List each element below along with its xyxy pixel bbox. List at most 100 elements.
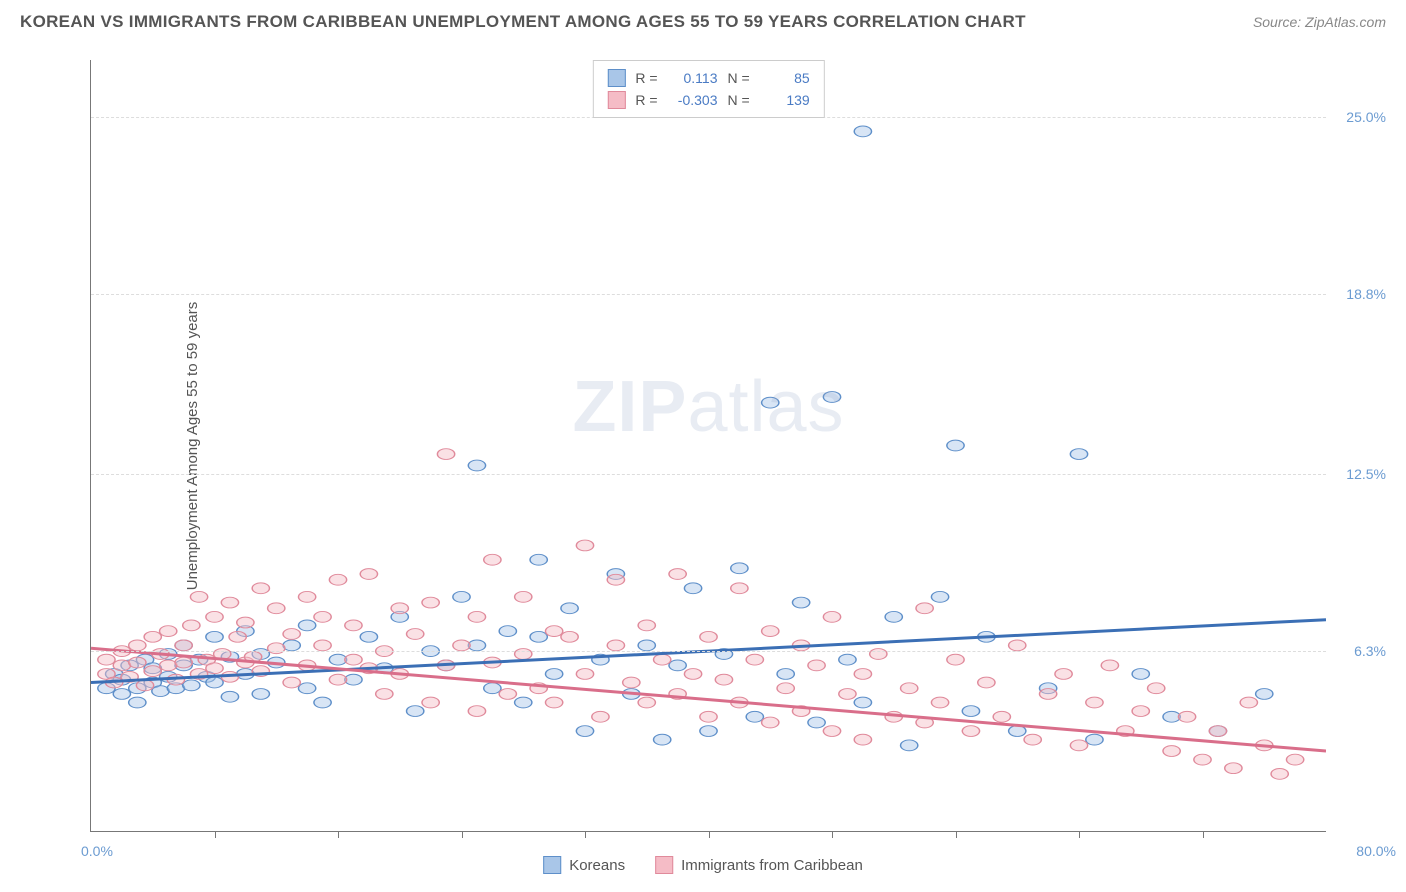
x-tick xyxy=(956,831,957,838)
data-point-caribbean xyxy=(700,711,717,722)
data-point-koreans xyxy=(1132,669,1149,680)
data-point-koreans xyxy=(746,711,763,722)
data-point-koreans xyxy=(314,697,331,708)
data-point-koreans xyxy=(576,726,593,737)
stats-row-caribbean: R =-0.303N =139 xyxy=(607,89,809,111)
data-point-caribbean xyxy=(623,677,640,688)
n-label: N = xyxy=(728,92,750,108)
data-point-caribbean xyxy=(407,629,424,640)
data-point-caribbean xyxy=(175,640,192,651)
data-point-koreans xyxy=(777,669,794,680)
data-point-koreans xyxy=(823,392,840,403)
data-point-koreans xyxy=(854,697,871,708)
legend-label: Immigrants from Caribbean xyxy=(681,857,863,874)
data-point-caribbean xyxy=(592,711,609,722)
data-point-caribbean xyxy=(283,629,300,640)
data-point-caribbean xyxy=(268,603,285,614)
data-point-caribbean xyxy=(1086,697,1103,708)
data-point-koreans xyxy=(221,691,238,702)
n-value: 139 xyxy=(760,92,810,108)
x-tick xyxy=(709,831,710,838)
data-point-koreans xyxy=(252,689,269,700)
data-point-koreans xyxy=(1086,734,1103,745)
legend-swatch xyxy=(543,856,561,874)
data-point-koreans xyxy=(206,677,223,688)
data-point-caribbean xyxy=(422,697,439,708)
chart-header: KOREAN VS IMMIGRANTS FROM CARIBBEAN UNEM… xyxy=(0,0,1406,40)
data-point-caribbean xyxy=(422,597,439,608)
x-tick xyxy=(1079,831,1080,838)
data-point-koreans xyxy=(684,583,701,594)
data-point-caribbean xyxy=(545,626,562,637)
y-tick-label: 12.5% xyxy=(1346,466,1386,482)
data-point-caribbean xyxy=(854,669,871,680)
scatter-plot: ZIPatlas R =0.113N =85R =-0.303N =139 0.… xyxy=(90,60,1326,832)
data-point-koreans xyxy=(885,611,902,622)
data-point-koreans xyxy=(499,626,516,637)
data-point-caribbean xyxy=(144,666,161,677)
data-point-caribbean xyxy=(561,631,578,642)
data-point-caribbean xyxy=(607,640,624,651)
data-point-caribbean xyxy=(839,689,856,700)
data-point-koreans xyxy=(854,126,871,137)
data-point-caribbean xyxy=(468,706,485,717)
data-point-caribbean xyxy=(113,660,130,671)
x-tick xyxy=(832,831,833,838)
data-point-koreans xyxy=(700,726,717,737)
data-point-koreans xyxy=(468,640,485,651)
data-point-koreans xyxy=(654,734,671,745)
data-point-koreans xyxy=(283,640,300,651)
data-point-koreans xyxy=(1070,449,1087,460)
legend-label: Koreans xyxy=(569,857,625,874)
data-point-caribbean xyxy=(669,569,686,580)
data-point-caribbean xyxy=(823,726,840,737)
data-point-caribbean xyxy=(1194,754,1211,765)
data-point-caribbean xyxy=(391,603,408,614)
data-point-koreans xyxy=(515,697,532,708)
x-axis-origin-label: 0.0% xyxy=(81,843,113,859)
y-tick-label: 25.0% xyxy=(1346,109,1386,125)
data-point-caribbean xyxy=(515,591,532,602)
data-point-caribbean xyxy=(1009,640,1026,651)
r-label: R = xyxy=(635,92,657,108)
data-point-caribbean xyxy=(237,617,254,628)
stats-legend: R =0.113N =85R =-0.303N =139 xyxy=(592,60,824,118)
data-point-caribbean xyxy=(314,640,331,651)
data-point-caribbean xyxy=(1024,734,1041,745)
data-point-koreans xyxy=(129,697,146,708)
r-label: R = xyxy=(635,70,657,86)
data-point-caribbean xyxy=(901,683,918,694)
data-point-koreans xyxy=(669,660,686,671)
data-point-caribbean xyxy=(252,583,269,594)
data-point-caribbean xyxy=(654,654,671,665)
data-point-koreans xyxy=(839,654,856,665)
data-point-caribbean xyxy=(221,597,238,608)
data-point-koreans xyxy=(1256,689,1273,700)
data-point-caribbean xyxy=(453,640,470,651)
data-point-caribbean xyxy=(345,620,362,631)
data-point-caribbean xyxy=(854,734,871,745)
data-point-caribbean xyxy=(1163,746,1180,757)
data-point-caribbean xyxy=(329,674,346,685)
data-point-caribbean xyxy=(731,583,748,594)
data-point-caribbean xyxy=(715,674,732,685)
gridline xyxy=(91,294,1326,295)
data-point-caribbean xyxy=(329,574,346,585)
data-point-koreans xyxy=(762,397,779,408)
data-point-koreans xyxy=(298,620,315,631)
data-point-caribbean xyxy=(206,611,223,622)
chart-area: Unemployment Among Ages 55 to 59 years Z… xyxy=(48,60,1326,832)
legend-item: Immigrants from Caribbean xyxy=(655,856,863,874)
data-point-koreans xyxy=(183,680,200,691)
gridline xyxy=(91,474,1326,475)
data-point-koreans xyxy=(113,689,130,700)
data-point-caribbean xyxy=(576,540,593,551)
data-point-caribbean xyxy=(1178,711,1195,722)
data-point-caribbean xyxy=(962,726,979,737)
data-point-caribbean xyxy=(136,680,153,691)
data-point-koreans xyxy=(530,554,547,565)
data-point-caribbean xyxy=(607,574,624,585)
data-point-koreans xyxy=(545,669,562,680)
data-point-caribbean xyxy=(823,611,840,622)
data-point-caribbean xyxy=(684,669,701,680)
